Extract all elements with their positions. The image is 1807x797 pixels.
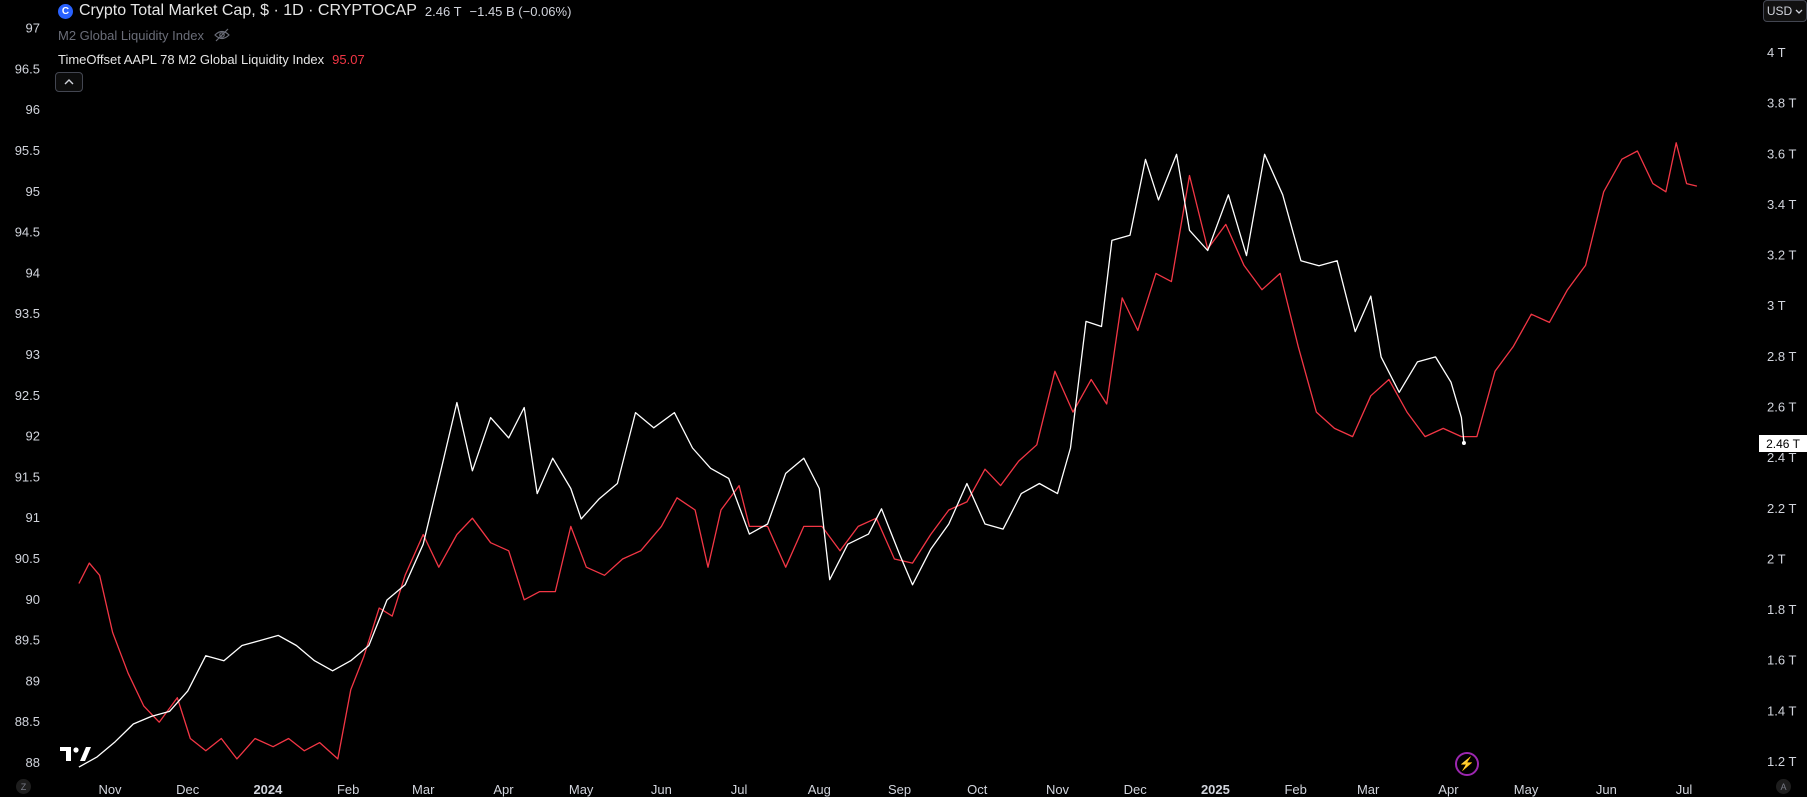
currency-selector[interactable]: USD [1763,0,1807,22]
crypto-symbol-logo: C [58,3,73,19]
time-axis-tick-label: Feb [1284,782,1306,797]
left-axis-tick-label: 92 [26,429,40,444]
left-axis-tick-label: 90.5 [15,551,40,566]
left-axis-tick-label: 96.5 [15,61,40,76]
right-axis-tick-label: 2.2 T [1767,501,1796,516]
time-axis-tick-label: 2025 [1201,782,1230,797]
tradingview-logo-icon[interactable] [60,745,92,763]
left-axis-tick-label: 90 [26,592,40,607]
left-axis-tick-label: 93 [26,347,40,362]
last-price-tag: 2.46 T [1759,435,1807,452]
time-axis: Nov Dec 2024 Feb Mar Apr May Jun Jul Aug Sep Oct Nov… [98,782,1692,797]
collapse-legend-button[interactable] [55,72,83,92]
time-axis-tick-label: Dec [176,782,200,797]
left-axis-tick-label: 91 [26,510,40,525]
m2-legend-row[interactable]: M2 Global Liquidity Index [58,24,571,46]
right-axis-tick-label: 1.6 T [1767,653,1796,668]
eye-off-icon[interactable] [214,28,230,42]
time-axis-tick-label: Mar [412,782,435,797]
m2-indicator-label: M2 Global Liquidity Index [58,27,204,43]
left-price-axis: 97 96.5 96 95.5 95 94.5 94 93.5 93 92.5 92 91.5 91 90… [15,21,40,770]
right-axis-tick-label: 2.4 T [1767,450,1796,465]
right-axis-tick-label: 2 T [1767,551,1786,566]
time-axis-tick-label: Feb [337,782,359,797]
chart-series [78,142,1698,768]
left-axis-tick-label: 95.5 [15,143,40,158]
chevron-up-icon [64,79,74,85]
last-value: 2.46 T [424,3,462,19]
value-change: −1.45 B (−0.06%) [469,3,572,19]
right-axis-tick-label: 3.6 T [1767,146,1796,161]
time-axis-tick-label: Nov [1046,782,1070,797]
main-series-legend[interactable]: C Crypto Total Market Cap, $ · 1D · CRYP… [58,0,571,22]
right-axis-tick-label: 4 T [1767,45,1786,60]
right-axis-tick-label: 2.8 T [1767,349,1796,364]
offset-indicator-value: 95.07 [332,51,365,67]
time-axis-tick-label: Jun [1596,782,1617,797]
time-axis-tick-label: Mar [1357,782,1380,797]
left-axis-tick-label: 96 [26,102,40,117]
left-axis-tick-label: 94 [26,265,40,280]
right-axis-tick-label: 1.8 T [1767,602,1796,617]
right-axis-tick-label: 3.4 T [1767,197,1796,212]
time-axis-tick-label: May [1514,782,1539,797]
time-axis-tick-label: Oct [967,782,988,797]
time-axis-tick-label: Sep [888,782,911,797]
right-axis-tick-label: 1.4 T [1767,703,1796,718]
time-axis-tick-label: Nov [98,782,122,797]
offset-indicator-label: TimeOffset AAPL 78 M2 Global Liquidity I… [58,51,325,67]
left-axis-tick-label: 93.5 [15,306,40,321]
crypto-market-cap-line[interactable] [78,153,1465,768]
offset-legend-row[interactable]: TimeOffset AAPL 78 M2 Global Liquidity I… [58,48,571,70]
time-axis-tick-label: Dec [1124,782,1148,797]
left-axis-tick-label: 88.5 [15,714,40,729]
left-axis-tick-label: 88 [26,755,40,770]
currency-label: USD [1766,4,1793,18]
auto-scale-corner-button[interactable]: A [1776,779,1791,794]
time-axis-tick-label: Apr [493,782,514,797]
left-axis-tick-label: 89 [26,673,40,688]
left-axis-tick-label: 92.5 [15,388,40,403]
left-axis-tick-label: 89.5 [15,633,40,648]
time-axis-tick-label: May [569,782,594,797]
m2-offset-line[interactable] [78,142,1698,760]
left-axis-tick-label: 91.5 [15,469,40,484]
right-axis-tick-label: 3.8 T [1767,96,1796,111]
right-axis-tick-label: 1.2 T [1767,754,1796,769]
timezone-corner-button[interactable]: Z [16,779,31,794]
right-axis-tick-label: 2.6 T [1767,400,1796,415]
time-axis-tick-label: Jul [1676,782,1693,797]
time-axis-tick-label: Aug [808,782,831,797]
time-axis-tick-label: Apr [1438,782,1459,797]
right-axis-tick-label: 3 T [1767,298,1786,313]
left-axis-tick-label: 97 [26,21,40,36]
lightning-icon[interactable]: ⚡ [1455,752,1479,776]
time-axis-tick-label: Jun [651,782,672,797]
chart-legend: C Crypto Total Market Cap, $ · 1D · CRYP… [58,0,571,70]
symbol-title[interactable]: Crypto Total Market Cap, $ · 1D · CRYPTO… [79,2,417,19]
left-axis-tick-label: 95 [26,184,40,199]
right-axis-tick-label: 3.2 T [1767,248,1796,263]
left-axis-tick-label: 94.5 [15,225,40,240]
last-price-dot [1461,440,1466,445]
time-axis-tick-label: 2024 [253,782,283,797]
right-price-axis: 4 T 3.8 T 3.6 T 3.4 T 3.2 T 3 T 2.8 T 2.6 T 2.4 … [1767,45,1796,769]
time-axis-tick-label: Jul [731,782,748,797]
chevron-down-icon [1795,9,1803,14]
